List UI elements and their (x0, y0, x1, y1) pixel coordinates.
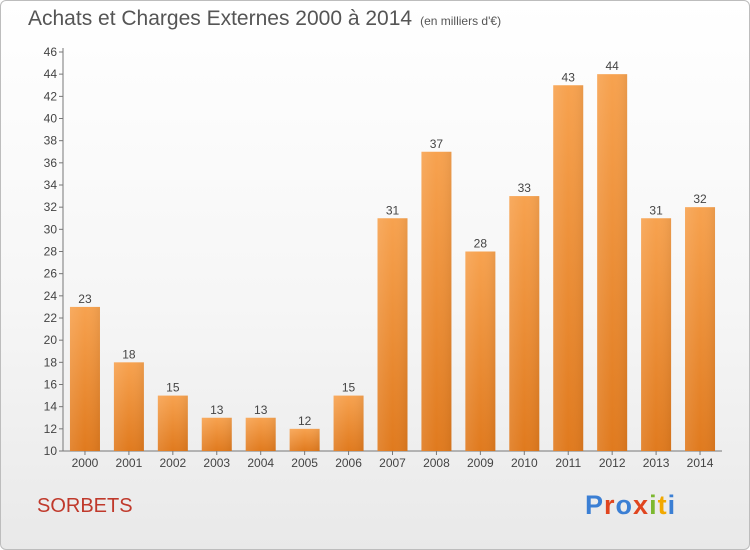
town-name: SORBETS (37, 495, 133, 517)
y-tick-label: 38 (44, 134, 58, 148)
value-label-2005: 12 (298, 414, 312, 428)
chart-title-text: Achats et Charges Externes 2000 à 2014 (28, 7, 413, 30)
x-tick-label-2011: 2011 (555, 456, 581, 470)
x-tick-label-2012: 2012 (599, 456, 626, 470)
x-tick-label-2000: 2000 (72, 456, 99, 470)
y-tick-label: 28 (44, 245, 58, 259)
x-tick-label-2014: 2014 (687, 456, 714, 470)
value-label-2012: 44 (605, 59, 619, 73)
value-label-2010: 33 (518, 181, 532, 195)
bar-shine-2012 (597, 74, 628, 452)
x-tick-label-2004: 2004 (247, 456, 274, 470)
bars-group (69, 74, 716, 452)
x-tick-label-2010: 2010 (511, 456, 538, 470)
x-tick-label-2003: 2003 (203, 456, 230, 470)
x-tick-label-2001: 2001 (116, 456, 143, 470)
y-tick-label: 44 (44, 67, 58, 81)
bar-shine-2003 (201, 417, 232, 451)
y-tick-label: 46 (44, 45, 58, 59)
y-tick-label: 34 (44, 178, 58, 192)
value-label-2000: 23 (78, 292, 92, 306)
y-axis: 10 12 14 16 18 20 22 24 26 28 30 32 34 36 38 40 42 44 46 (44, 45, 64, 458)
y-tick-label: 20 (44, 333, 58, 347)
value-label-2011: 43 (562, 70, 576, 84)
value-label-2007: 31 (386, 203, 400, 217)
x-tick-label-2005: 2005 (291, 456, 318, 470)
brand-letter: x (633, 490, 650, 520)
y-tick-label: 42 (44, 89, 58, 103)
bar-shine-2014 (685, 207, 716, 451)
y-tick-label: 12 (44, 422, 58, 436)
x-tick-label-2006: 2006 (335, 456, 362, 470)
brand-letter: i (649, 490, 658, 520)
bar-shine-2009 (465, 251, 496, 451)
y-tick-label: 24 (44, 289, 58, 303)
y-tick-label: 14 (44, 400, 58, 414)
bar-shine-2011 (553, 85, 584, 451)
brand-letter: P (585, 490, 605, 520)
y-tick-label: 36 (44, 156, 58, 170)
bar-shine-2013 (641, 218, 672, 451)
y-tick-label: 16 (44, 378, 58, 392)
x-tick-label-2009: 2009 (467, 456, 494, 470)
value-label-2001: 18 (122, 347, 136, 361)
bar-shine-2002 (157, 395, 188, 451)
value-label-2006: 15 (342, 381, 356, 395)
proxiti-logo: Proxiti (585, 490, 676, 521)
value-label-2013: 31 (649, 203, 663, 217)
y-tick-label: 22 (44, 311, 58, 325)
chart-title: Achats et Charges Externes 2000 à 2014 (e… (28, 7, 501, 31)
x-tick-label-2007: 2007 (379, 456, 406, 470)
x-tick-label-2002: 2002 (159, 456, 186, 470)
bar-shine-2007 (377, 218, 408, 451)
brand-letter: t (657, 490, 668, 520)
chart-unit: (en milliers d'€) (420, 14, 502, 28)
y-tick-label: 10 (44, 444, 58, 458)
value-label-2014: 32 (693, 192, 707, 206)
brand-letter: r (604, 490, 616, 520)
y-tick-label: 18 (44, 355, 58, 369)
bar-shine-2004 (245, 417, 276, 451)
x-tick-label-2008: 2008 (423, 456, 450, 470)
bar-shine-2008 (421, 151, 452, 451)
value-label-2003: 13 (210, 403, 224, 417)
bar-shine-2001 (113, 362, 144, 451)
y-tick-label: 30 (44, 222, 58, 236)
data-labels-group: 23 18 15 13 13 12 15 31 37 28 33 43 44 31 32 (78, 59, 707, 428)
value-label-2009: 28 (474, 237, 488, 251)
bar-shine-2010 (509, 196, 540, 451)
value-label-2004: 13 (254, 403, 268, 417)
brand-letter: o (615, 490, 634, 520)
value-label-2002: 15 (166, 381, 180, 395)
y-tick-label: 32 (44, 200, 58, 214)
x-axis: 2000 2001 2002 2003 2004 2005 2006 2007 2008 2009… (63, 450, 722, 470)
x-tick-label-2013: 2013 (643, 456, 670, 470)
bar-shine-2006 (333, 395, 364, 451)
bar-shine-2005 (289, 428, 320, 451)
bar-shine-2000 (69, 306, 100, 451)
value-label-2008: 37 (430, 137, 444, 151)
brand-letter: i (667, 490, 677, 520)
y-tick-label: 26 (44, 267, 58, 281)
y-tick-label: 40 (44, 112, 58, 126)
